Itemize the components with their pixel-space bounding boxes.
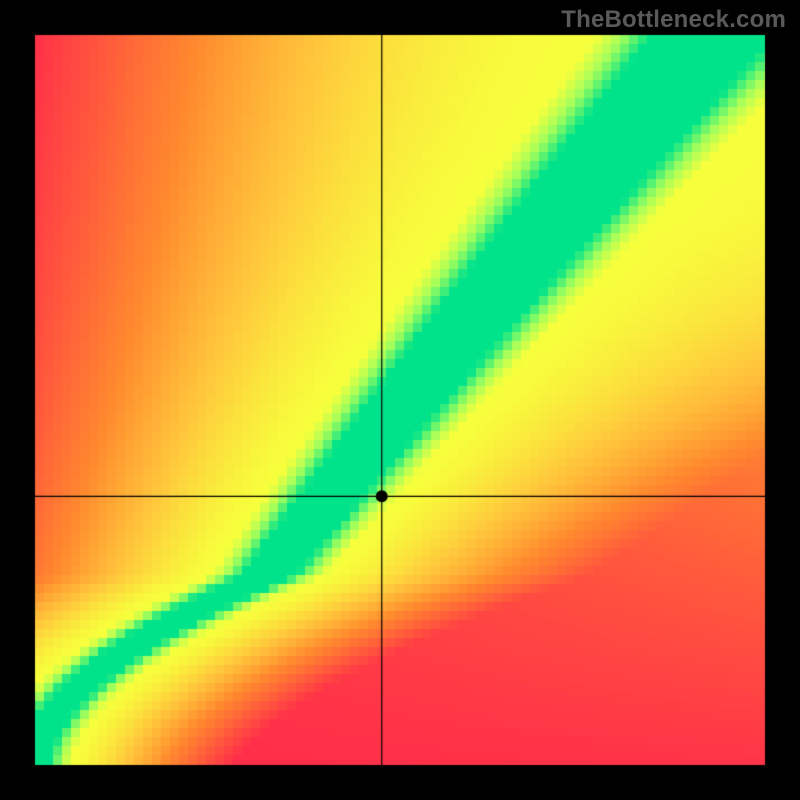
heatmap-canvas: [0, 0, 800, 800]
chart-container: TheBottleneck.com: [0, 0, 800, 800]
watermark-text: TheBottleneck.com: [561, 6, 786, 34]
